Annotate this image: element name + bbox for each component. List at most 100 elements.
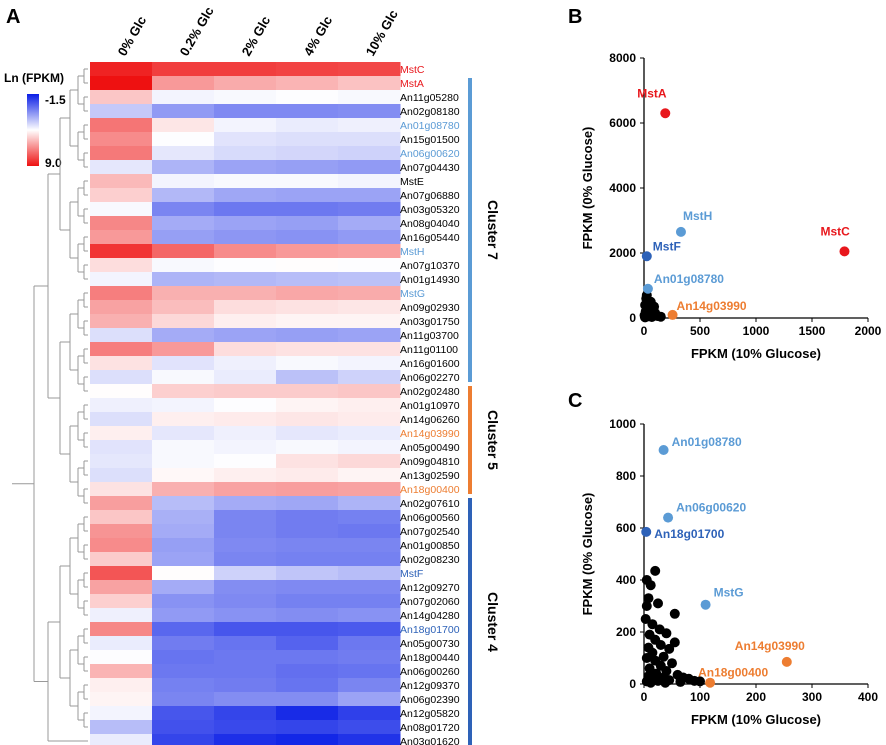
heatmap-cell (214, 426, 277, 441)
heatmap-row-label: An12g05820 (400, 708, 460, 720)
heatmap-row-label: An11g05280 (400, 92, 459, 104)
heatmap-cell (152, 160, 215, 175)
heatmap-cell (214, 104, 277, 119)
data-point (669, 608, 680, 619)
heatmap-cell (276, 384, 339, 399)
heatmap-cell (338, 370, 401, 385)
legend-title: Ln (FPKM) (4, 71, 64, 85)
data-point (689, 675, 700, 686)
heatmap-cell (90, 370, 153, 385)
heatmap-row-label: An11g03700 (400, 330, 459, 342)
heatmap-column-label: 4% Glc (301, 13, 336, 58)
y-tick-label: 1000 (609, 417, 636, 431)
heatmap-cell (152, 468, 215, 483)
heatmap-cell (152, 202, 215, 217)
heatmap-cell (276, 160, 339, 175)
heatmap-cell (338, 468, 401, 483)
data-point (650, 565, 661, 576)
heatmap-cell (214, 90, 277, 105)
heatmap-column-label: 0% Glc (115, 13, 150, 58)
heatmap-cell (90, 202, 153, 217)
heatmap-cell (214, 678, 277, 693)
heatmap-cell (338, 342, 401, 357)
heatmap-row-label: MstH (400, 246, 425, 258)
heatmap-cell (90, 440, 153, 455)
heatmap-cell (276, 230, 339, 245)
data-point-label: An01g08780 (672, 435, 742, 449)
heatmap-row-label: An09g04810 (400, 456, 460, 468)
legend-min-label: -1.5 (45, 93, 66, 107)
heatmap-cell (214, 566, 277, 581)
scatter-plot-b: 0 500 1000 1500 2000 0 2000 4000 6000 8000 FPKM (1… (580, 51, 882, 361)
data-point (645, 677, 656, 688)
heatmap-row-label: An06g02390 (400, 694, 460, 706)
heatmap-cell (276, 552, 339, 567)
heatmap-cell (90, 384, 153, 399)
heatmap-cell (152, 636, 215, 651)
heatmap-cell (214, 244, 277, 259)
heatmap-cell (276, 496, 339, 511)
heatmap-cell (214, 412, 277, 427)
heatmap-cell (338, 230, 401, 245)
heatmap-cell (276, 300, 339, 315)
heatmap-cell (338, 160, 401, 175)
data-point (678, 672, 689, 683)
heatmap-cell (214, 188, 277, 203)
heatmap-row-label: An13g02590 (400, 470, 460, 482)
heatmap-cell (214, 608, 277, 623)
data-point (660, 677, 671, 688)
heatmap-cell (276, 244, 339, 259)
heatmap-cell (152, 104, 215, 119)
heatmap-cell (338, 496, 401, 511)
heatmap-cell (214, 454, 277, 469)
heatmap-cell (152, 538, 215, 553)
heatmap-cell (152, 300, 215, 315)
heatmap-cell (276, 174, 339, 189)
heatmap-row-label: An16g05440 (400, 232, 460, 244)
data-point (640, 614, 651, 624)
heatmap-row-label: An07g02060 (400, 596, 460, 608)
legend-gradient-bar (27, 94, 39, 166)
heatmap-cell (214, 440, 277, 455)
heatmap-cell (152, 412, 215, 427)
heatmap-cell (338, 524, 401, 539)
heatmap-cell (276, 706, 339, 721)
heatmap-cell (214, 496, 277, 511)
heatmap-row-label: MstG (400, 288, 425, 300)
labeled-data-point (667, 309, 678, 320)
heatmap-cell (214, 622, 277, 637)
heatmap-cell (90, 608, 153, 623)
y-tick-label: 400 (616, 573, 636, 587)
heatmap-cell (90, 706, 153, 721)
data-point-label: MstG (714, 586, 744, 600)
heatmap-cell (152, 650, 215, 665)
heatmap-cell (276, 720, 339, 735)
labeled-data-point (839, 246, 850, 257)
heatmap-row-label: An03g05320 (400, 204, 460, 216)
heatmap-cell (152, 664, 215, 679)
heatmap-row-label: An07g02540 (400, 526, 460, 538)
heatmap-cell (214, 538, 277, 553)
heatmap-cell (338, 384, 401, 399)
heatmap-cell (276, 202, 339, 217)
heatmap-cell (276, 608, 339, 623)
heatmap-cell (276, 370, 339, 385)
row-dendrogram (12, 68, 88, 742)
heatmap-cell (152, 426, 215, 441)
heatmap-cell (152, 566, 215, 581)
heatmap-cell (214, 300, 277, 315)
data-point-label: MstH (683, 209, 712, 223)
heatmap-cell (152, 90, 215, 105)
heatmap-cell (214, 580, 277, 595)
y-tick-label: 4000 (609, 181, 636, 195)
heatmap-cell (276, 594, 339, 609)
heatmap-row-label: An07g06880 (400, 190, 460, 202)
data-point (653, 598, 663, 609)
heatmap-cell (214, 160, 277, 175)
heatmap-cell (152, 272, 215, 287)
heatmap-cell (338, 300, 401, 315)
heatmap-column-label: 10% Glc (363, 7, 401, 58)
heatmap-cell (152, 244, 215, 259)
heatmap-cell (90, 398, 153, 413)
heatmap-cell (276, 342, 339, 357)
